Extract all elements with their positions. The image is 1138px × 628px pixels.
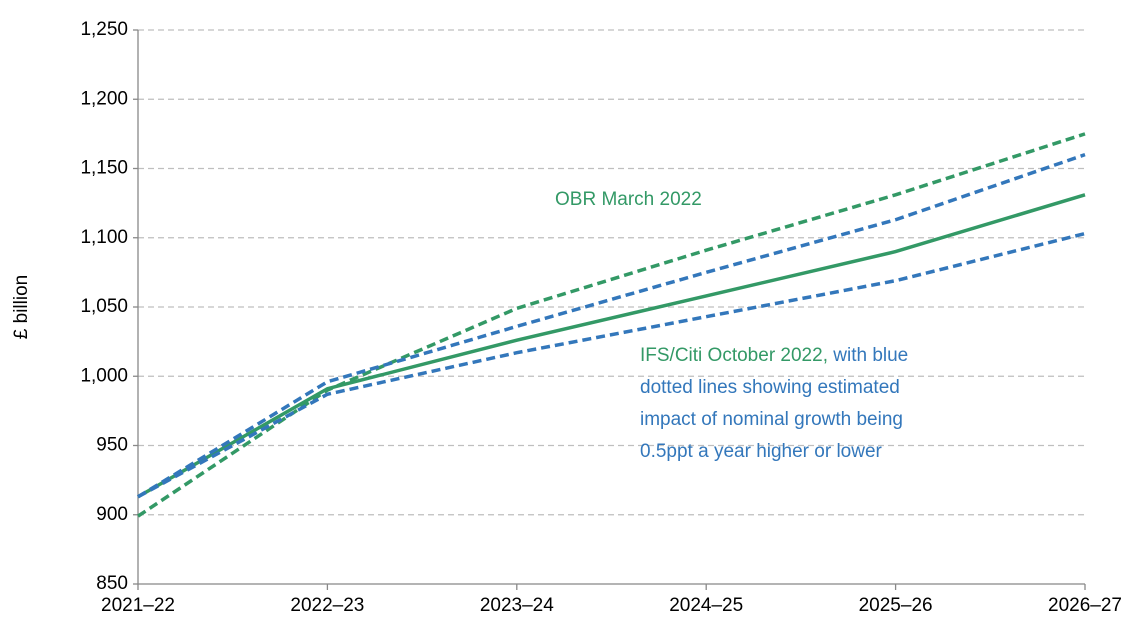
- annotation: OBR March 2022: [555, 189, 702, 210]
- line-series: [137, 152, 1086, 499]
- x-tick-label: 2023–24: [480, 595, 554, 616]
- x-tick-label: 2024–25: [669, 595, 743, 616]
- line-series: [137, 193, 1086, 499]
- y-tick-label: 1,050: [80, 296, 128, 317]
- annotation: dotted lines showing estimated: [640, 377, 900, 398]
- annotation-text: 0.5ppt a year higher or lower: [640, 441, 883, 462]
- annotation-text: dotted lines showing estimated: [640, 377, 900, 398]
- y-axis-label: £ billion: [11, 275, 32, 339]
- annotation-text: with blue: [828, 345, 908, 366]
- x-tick-label: 2021–22: [101, 595, 175, 616]
- y-tick-label: 1,000: [80, 365, 128, 386]
- y-tick-label: 1,200: [80, 88, 128, 109]
- annotation: IFS/Citi October 2022, with blue: [640, 345, 908, 366]
- y-tick-label: 1,100: [80, 227, 128, 248]
- x-tick-label: 2026–27: [1048, 595, 1122, 616]
- annotation-text: impact of nominal growth being: [640, 409, 903, 430]
- annotation: 0.5ppt a year higher or lower: [640, 441, 883, 462]
- annotation-text: IFS/Citi October 2022,: [640, 345, 828, 366]
- y-tick-label: 1,150: [80, 158, 128, 179]
- y-tick-label: 850: [96, 573, 128, 594]
- y-tick-label: 950: [96, 435, 128, 456]
- x-tick-label: 2025–26: [859, 595, 933, 616]
- annotation: impact of nominal growth being: [640, 409, 903, 430]
- line-series: [137, 231, 1086, 499]
- x-tick-label: 2022–23: [290, 595, 364, 616]
- y-tick-label: 1,250: [80, 19, 128, 40]
- y-tick-label: 900: [96, 504, 128, 525]
- annotation-text: OBR March 2022: [555, 189, 702, 210]
- line-series: [137, 132, 1086, 518]
